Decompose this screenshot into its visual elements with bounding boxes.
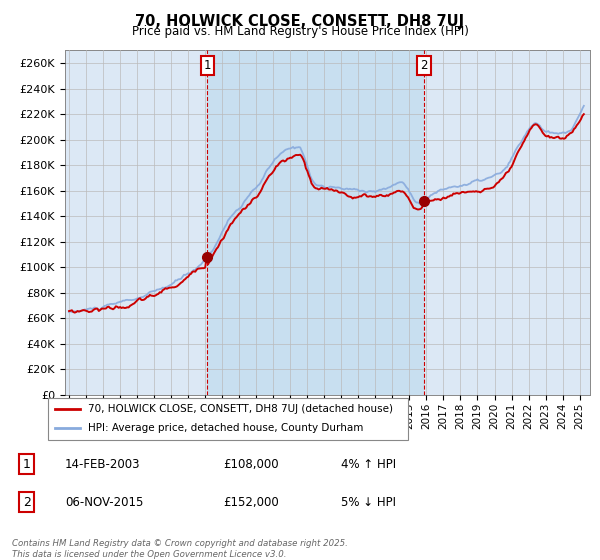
FancyBboxPatch shape [48, 398, 408, 440]
Text: £108,000: £108,000 [224, 458, 279, 471]
Bar [207, 50, 424, 395]
Text: 1: 1 [23, 458, 31, 471]
Text: 5% ↓ HPI: 5% ↓ HPI [341, 496, 396, 509]
Text: £152,000: £152,000 [224, 496, 280, 509]
Text: 70, HOLWICK CLOSE, CONSETT, DH8 7UJ: 70, HOLWICK CLOSE, CONSETT, DH8 7UJ [136, 14, 464, 29]
Text: Contains HM Land Registry data © Crown copyright and database right 2025.
This d: Contains HM Land Registry data © Crown c… [12, 539, 348, 559]
Text: 06-NOV-2015: 06-NOV-2015 [65, 496, 143, 509]
Text: Price paid vs. HM Land Registry's House Price Index (HPI): Price paid vs. HM Land Registry's House … [131, 25, 469, 38]
Text: 14-FEB-2003: 14-FEB-2003 [65, 458, 140, 471]
Text: 70, HOLWICK CLOSE, CONSETT, DH8 7UJ (detached house): 70, HOLWICK CLOSE, CONSETT, DH8 7UJ (det… [88, 404, 392, 414]
Text: 4% ↑ HPI: 4% ↑ HPI [341, 458, 396, 471]
Text: 1: 1 [203, 59, 211, 72]
Text: 2: 2 [23, 496, 31, 509]
Text: 2: 2 [420, 59, 428, 72]
Text: HPI: Average price, detached house, County Durham: HPI: Average price, detached house, Coun… [88, 423, 363, 433]
